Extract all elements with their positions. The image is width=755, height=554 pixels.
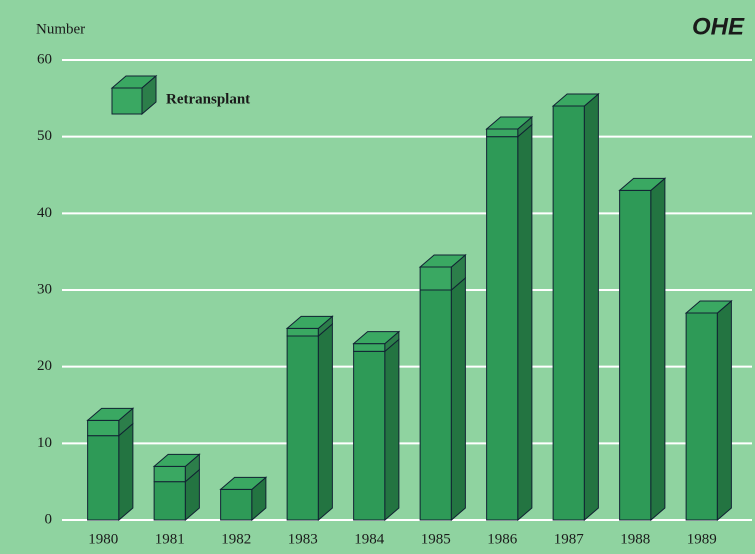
x-tick-label: 1986 xyxy=(487,531,518,547)
bar-side xyxy=(650,177,666,522)
legend-label: Retransplant xyxy=(166,91,250,107)
bar-top xyxy=(618,177,667,191)
bar-segment xyxy=(685,312,718,521)
bar-top xyxy=(152,453,201,467)
bar-side xyxy=(517,123,533,522)
bar-segment xyxy=(153,481,186,521)
y-tick-label: 60 xyxy=(37,51,52,67)
bar-side xyxy=(317,322,333,522)
bar-side xyxy=(118,422,134,522)
bar-segment xyxy=(619,189,652,521)
x-tick-label: 1985 xyxy=(421,531,451,547)
x-tick-label: 1983 xyxy=(288,531,318,547)
bar-top xyxy=(418,254,467,268)
y-tick-label: 40 xyxy=(37,205,52,221)
bar-side xyxy=(384,338,400,522)
bar-top xyxy=(684,300,733,314)
x-tick-label: 1988 xyxy=(620,531,650,547)
y-tick-label: 0 xyxy=(45,511,53,527)
bar-segment xyxy=(220,488,253,521)
bar-segment xyxy=(87,435,120,521)
legend-swatch xyxy=(111,87,143,115)
x-tick-label: 1981 xyxy=(155,531,185,547)
bar-top xyxy=(285,315,334,329)
x-tick-label: 1987 xyxy=(554,531,585,547)
x-tick-label: 1982 xyxy=(221,531,251,547)
y-axis-label: Number xyxy=(36,21,85,37)
bar-segment xyxy=(87,419,120,437)
bar-segment xyxy=(486,136,519,521)
bar-segment xyxy=(419,266,452,291)
x-tick-label: 1989 xyxy=(687,531,717,547)
bar-segment xyxy=(419,289,452,521)
logo: OHE xyxy=(692,13,745,40)
bar-side xyxy=(583,92,599,522)
bar-segment xyxy=(353,343,386,352)
bar-side xyxy=(716,299,732,522)
y-tick-label: 50 xyxy=(37,128,52,144)
bar-segment xyxy=(286,327,319,337)
bar-segment xyxy=(153,465,186,483)
y-tick-label: 30 xyxy=(37,281,52,297)
legend-swatch-side xyxy=(141,74,157,116)
bar-segment xyxy=(353,350,386,521)
bar-side xyxy=(450,276,466,522)
bar-top xyxy=(485,116,534,130)
bar-top xyxy=(551,93,600,107)
bar-top xyxy=(86,407,135,421)
bar-segment xyxy=(486,128,519,138)
y-tick-label: 20 xyxy=(37,358,52,374)
bar-segment xyxy=(552,105,585,521)
bar-top xyxy=(352,331,401,345)
x-tick-label: 1984 xyxy=(354,531,385,547)
bar-segment xyxy=(286,335,319,521)
y-tick-label: 10 xyxy=(37,435,52,451)
bar-top xyxy=(219,476,268,490)
x-tick-label: 1980 xyxy=(88,531,118,547)
